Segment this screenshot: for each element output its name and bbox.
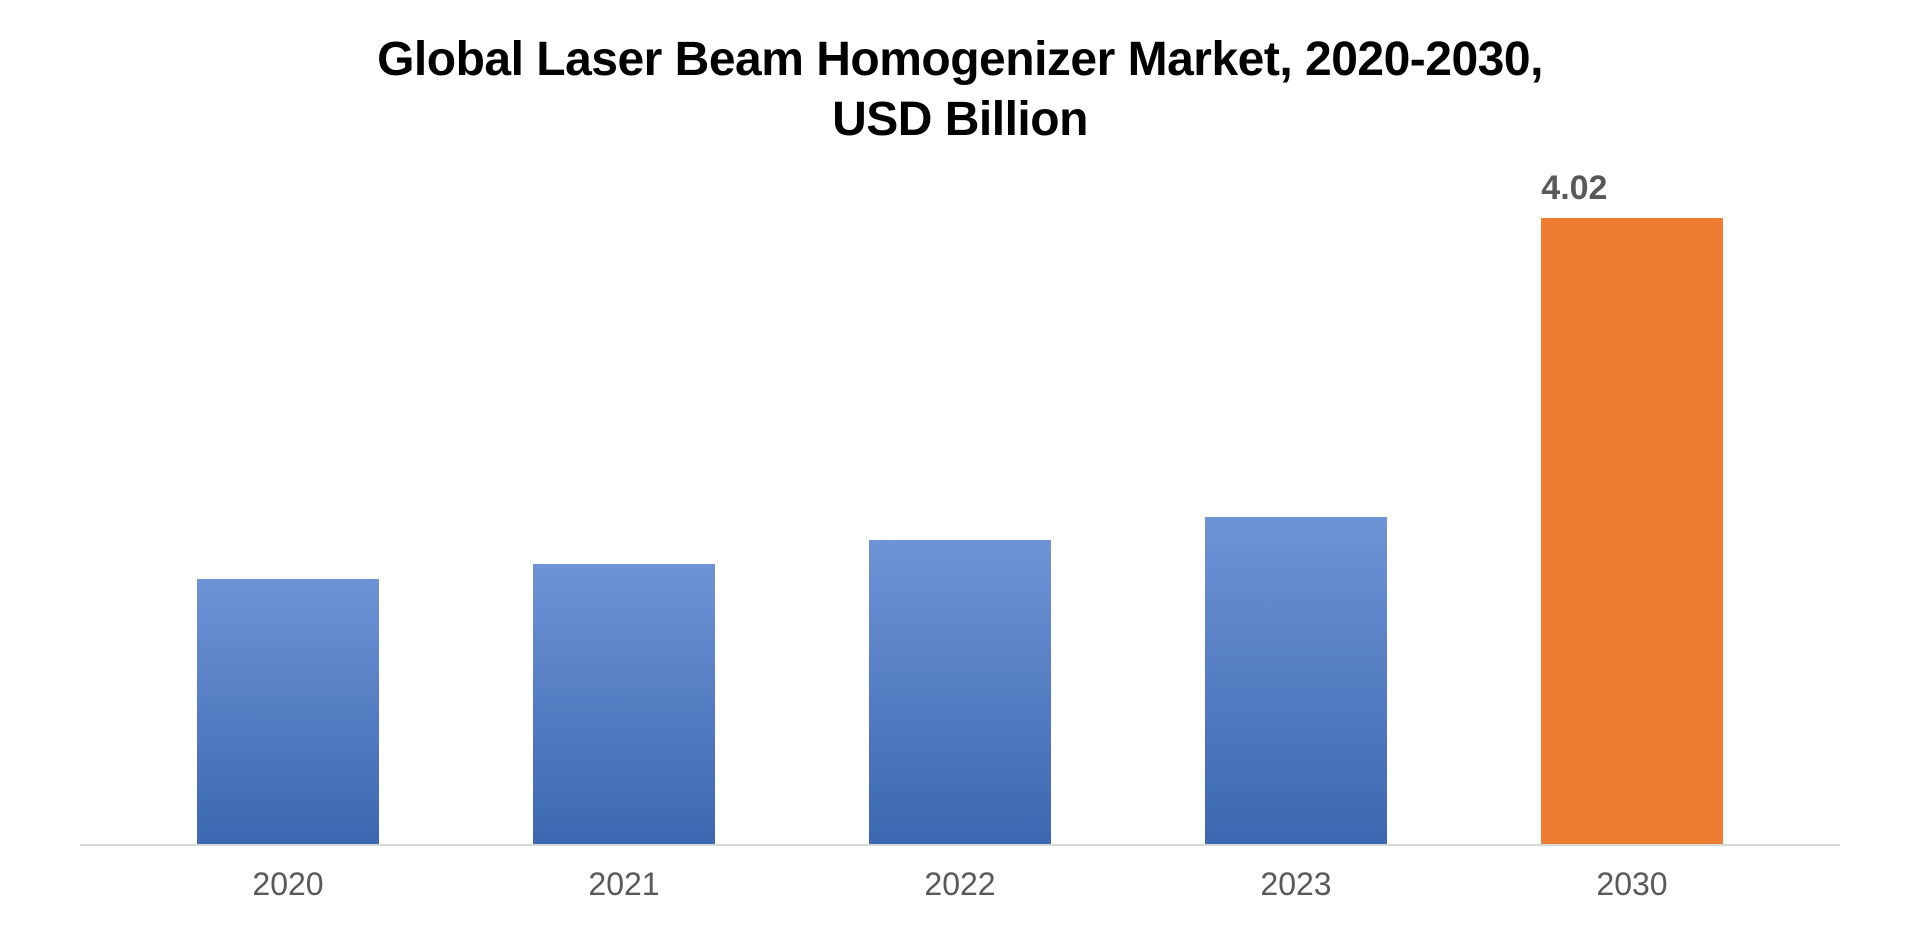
bar xyxy=(533,564,714,844)
plot-area: 4.02 20202021202220232030 xyxy=(80,190,1840,903)
bar-slot xyxy=(1128,190,1464,844)
chart-title: Global Laser Beam Homogenizer Market, 20… xyxy=(360,30,1560,150)
bar-slot xyxy=(456,190,792,844)
bar-slot xyxy=(120,190,456,844)
bar-slot xyxy=(792,190,1128,844)
bar-slot: 4.02 xyxy=(1464,190,1800,844)
bar xyxy=(1205,517,1386,844)
bar: 4.02 xyxy=(1541,218,1722,844)
x-tick-label: 2021 xyxy=(456,866,792,903)
bar-value-label: 4.02 xyxy=(1541,169,1607,208)
x-tick-label: 2020 xyxy=(120,866,456,903)
x-axis: 20202021202220232030 xyxy=(80,846,1840,903)
bar xyxy=(869,540,1050,844)
x-tick-label: 2030 xyxy=(1464,866,1800,903)
x-tick-label: 2023 xyxy=(1128,866,1464,903)
chart-container: Global Laser Beam Homogenizer Market, 20… xyxy=(0,0,1920,943)
x-tick-label: 2022 xyxy=(792,866,1128,903)
bars-region: 4.02 xyxy=(80,190,1840,844)
bar xyxy=(197,579,378,844)
